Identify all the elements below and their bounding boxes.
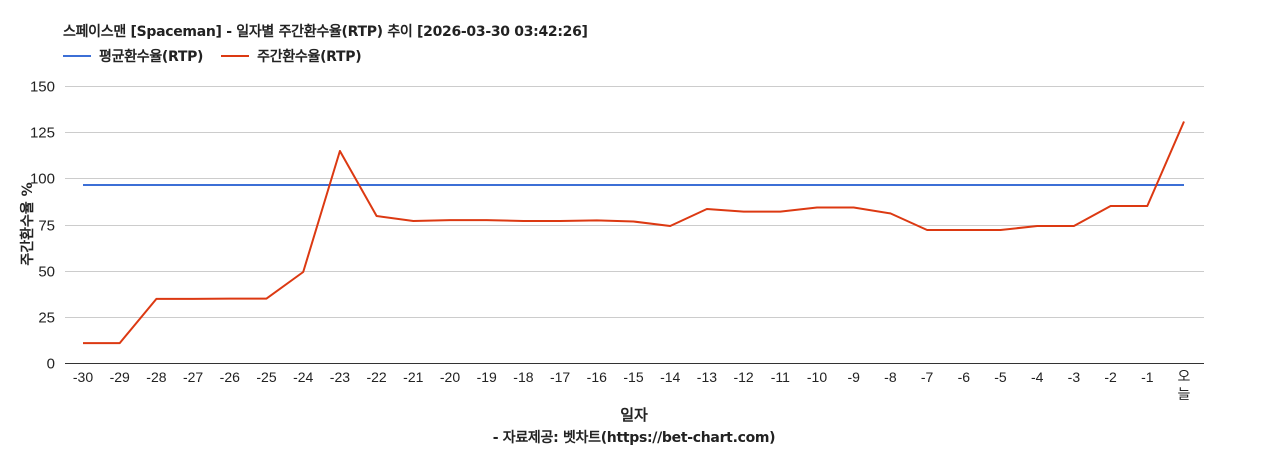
- y-tick-label: 100: [30, 171, 55, 188]
- x-tick-label: -5: [994, 369, 1007, 385]
- legend-swatch-weekly: [221, 55, 250, 57]
- x-tick-label: -23: [330, 369, 350, 385]
- x-tick-label: -29: [110, 369, 130, 385]
- x-tick-label: -18: [513, 369, 533, 385]
- legend-item-weekly[interactable]: 주간환수율(RTP): [221, 46, 362, 66]
- y-tick-label: 150: [30, 79, 55, 96]
- x-tick-label: -2: [1104, 369, 1117, 385]
- x-tick-label: -30: [73, 369, 93, 385]
- y-tick-label: 0: [47, 356, 55, 373]
- x-tick-label: -27: [183, 369, 203, 385]
- x-axis-ticks: -30 -29 -28 -27 -26 -25 -24 -23 -22 -21 -20 -19 -18 -…: [73, 368, 1191, 402]
- x-tick-label: -24: [293, 369, 313, 385]
- y-tick-label: 25: [38, 310, 55, 327]
- gridlines: [65, 86, 1204, 318]
- x-tick-label: -16: [587, 369, 607, 385]
- x-tick-label: -3: [1068, 369, 1081, 385]
- x-tick-label: -7: [921, 369, 934, 385]
- x-tick-label: -11: [771, 369, 790, 385]
- chart-title: 스페이스맨 [Spaceman] - 일자별 주간환수율(RTP) 추이 [20…: [63, 24, 588, 40]
- x-tick-label: -13: [697, 369, 717, 385]
- y-tick-label: 75: [38, 218, 55, 235]
- legend: 평균환수율(RTP) 주간환수율(RTP): [63, 46, 362, 66]
- x-tick-label: -20: [440, 369, 460, 385]
- y-tick-label: 125: [30, 125, 55, 142]
- x-tick-label: -12: [733, 369, 753, 385]
- data-source-credit: - 자료제공: 벳차트(https://bet-chart.com): [492, 430, 776, 446]
- x-tick-label: -25: [256, 369, 276, 385]
- x-tick-label: -22: [366, 369, 386, 385]
- x-axis-title: 일자: [620, 406, 648, 424]
- legend-label-average: 평균환수율(RTP): [99, 49, 204, 65]
- y-tick-label: 50: [38, 264, 55, 281]
- x-tick-label: -15: [623, 369, 643, 385]
- x-tick-label: -14: [660, 369, 680, 385]
- x-tick-label: -8: [884, 369, 897, 385]
- x-tick-label: -4: [1031, 369, 1044, 385]
- weekly-rtp-line[interactable]: [83, 121, 1185, 345]
- x-tick-label: -9: [847, 369, 860, 385]
- x-tick-label: -10: [807, 369, 827, 385]
- x-tick-label: -6: [958, 369, 971, 385]
- legend-label-weekly: 주간환수율(RTP): [257, 49, 362, 65]
- x-tick-label: -19: [477, 369, 497, 385]
- x-tick-label: -28: [146, 369, 166, 385]
- x-tick-label: -21: [403, 369, 423, 385]
- legend-item-average[interactable]: 평균환수율(RTP): [63, 46, 203, 66]
- y-axis-title: 주간환수율 %: [20, 182, 36, 266]
- x-tick-label: -26: [220, 369, 240, 385]
- x-tick-label: -1: [1141, 369, 1154, 385]
- y-axis-ticks: 0 25 50 75 100 125 150: [30, 79, 55, 373]
- legend-swatch-average: [63, 55, 91, 57]
- x-tick-label: -17: [550, 369, 570, 385]
